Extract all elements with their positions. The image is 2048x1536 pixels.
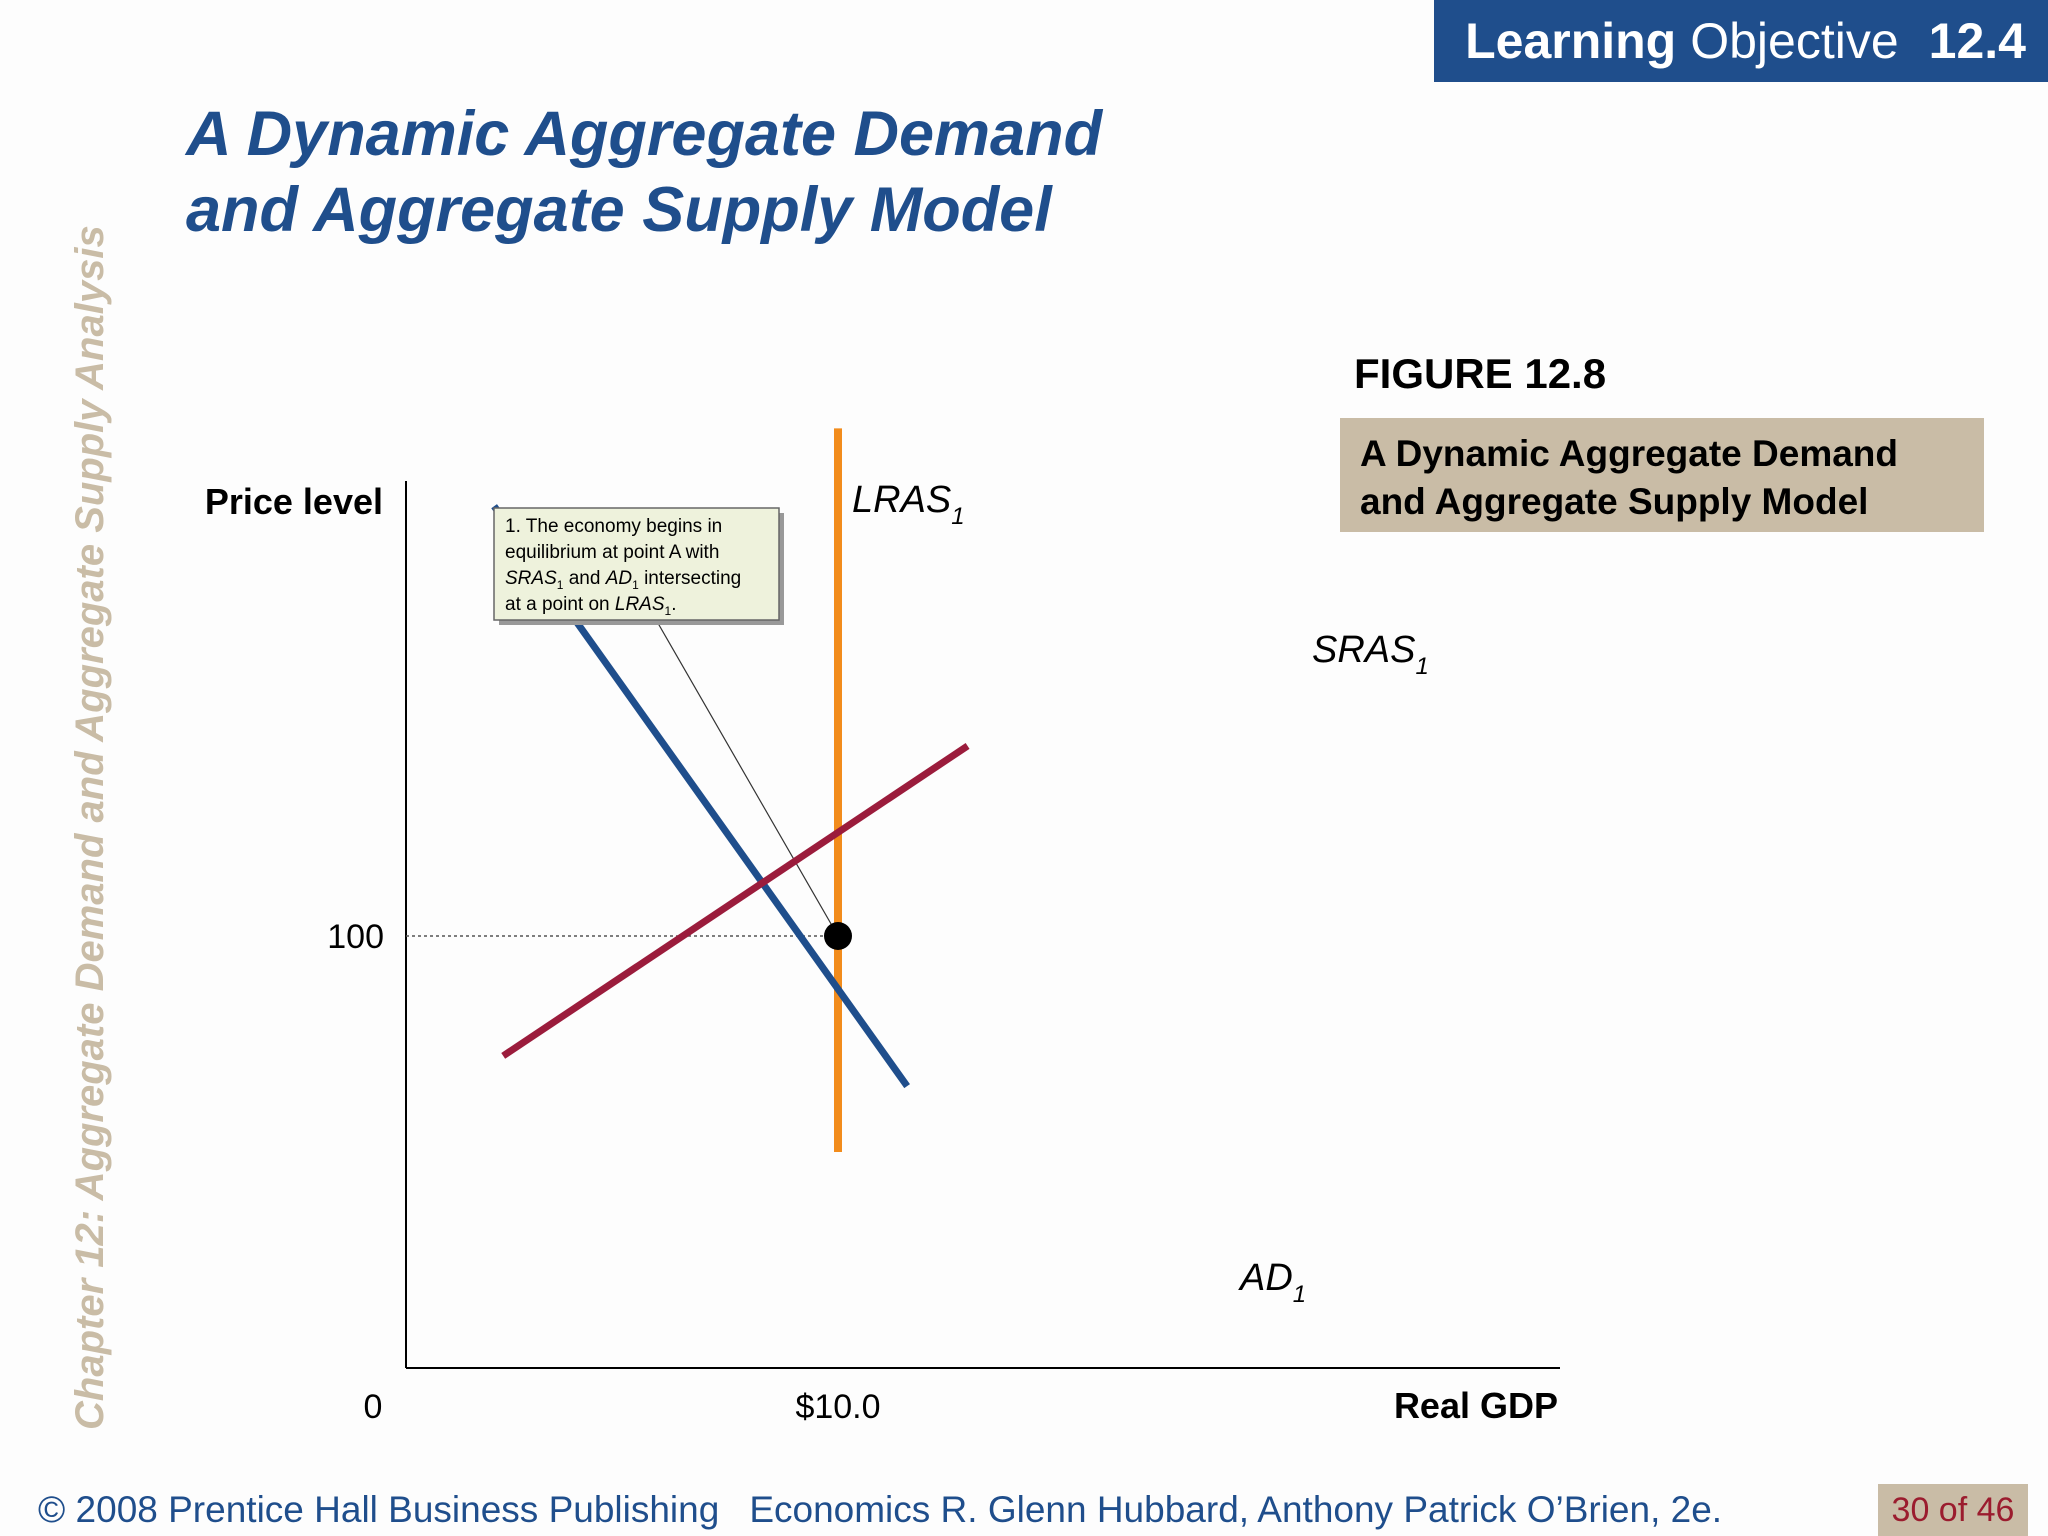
annotation-line4: at a point on LRAS1. (505, 594, 676, 618)
annotation-box: 1. The economy begins in equilibrium at … (493, 507, 784, 625)
annotation-background (493, 507, 780, 621)
annotation-period: . (671, 594, 676, 615)
banner-normal: Objective (1690, 13, 1899, 69)
ad-label-name: AD (1238, 1257, 1293, 1299)
ad-label-sub: 1 (1293, 1281, 1306, 1308)
sras-label-name: SRAS (1312, 629, 1415, 671)
figure-label: FIGURE 12.8 (1354, 350, 1607, 397)
annotation-line2: equilibrium at point A with (505, 542, 719, 563)
figure-caption-line1: A Dynamic Aggregate Demand (1360, 433, 1898, 474)
banner-bold: Learning (1465, 13, 1677, 69)
annotation-at-point: at a point on (505, 594, 615, 615)
banner-number: 12.4 (1928, 13, 2026, 69)
annotation-sras-sub: 1 (557, 578, 564, 592)
lras-label-sub: 1 (951, 503, 964, 530)
figure-caption: A Dynamic Aggregate Demand and Aggregate… (1340, 418, 1984, 532)
figure-caption-line2: and Aggregate Supply Model (1360, 481, 1869, 522)
annotation-leader (654, 617, 839, 937)
footer-book: Economics R. Glenn Hubbard, Anthony Patr… (749, 1489, 1723, 1530)
annotation-ad: AD (605, 568, 633, 589)
annotation-lras-sub: 1 (665, 604, 672, 618)
sras-label: SRAS1 (1312, 629, 1429, 680)
x-axis-label: Real GDP (1394, 1385, 1558, 1426)
lras-label-name: LRAS (852, 479, 951, 521)
y-tick-100: 100 (327, 918, 384, 956)
sras-label-sub: 1 (1415, 653, 1428, 680)
learning-objective-banner: Learning Objective 12.4 (1434, 0, 2048, 82)
y-axis-label: Price level (205, 481, 383, 522)
slide-title: A Dynamic Aggregate Demand and Aggregate… (186, 96, 1286, 248)
annotation-ad-sub: 1 (632, 578, 639, 592)
page-number: 30 of 46 (1878, 1484, 2028, 1536)
slide-title-line2: and Aggregate Supply Model (186, 175, 1052, 245)
ad-label: AD1 (1238, 1257, 1306, 1308)
x-tick-10: $10.0 (795, 1388, 880, 1426)
annotation-and: and (563, 568, 605, 589)
slide-title-line1: A Dynamic Aggregate Demand (186, 99, 1103, 169)
annotation-line1: 1. The economy begins in (505, 516, 722, 537)
annotation-line3: SRAS1 and AD1 intersecting (505, 568, 741, 592)
footer-copyright: © 2008 Prentice Hall Business Publishing (38, 1489, 720, 1530)
equilibrium-point-a (824, 922, 852, 950)
x-tick-0: 0 (364, 1388, 383, 1426)
annotation-intersecting: intersecting (639, 568, 741, 589)
annotation-lras: LRAS (615, 594, 665, 615)
sras-curve (501, 743, 970, 1059)
footer: © 2008 Prentice Hall Business Publishing… (38, 1489, 1878, 1531)
lras-label: LRAS1 (852, 479, 965, 530)
annotation-sras: SRAS (505, 568, 557, 589)
